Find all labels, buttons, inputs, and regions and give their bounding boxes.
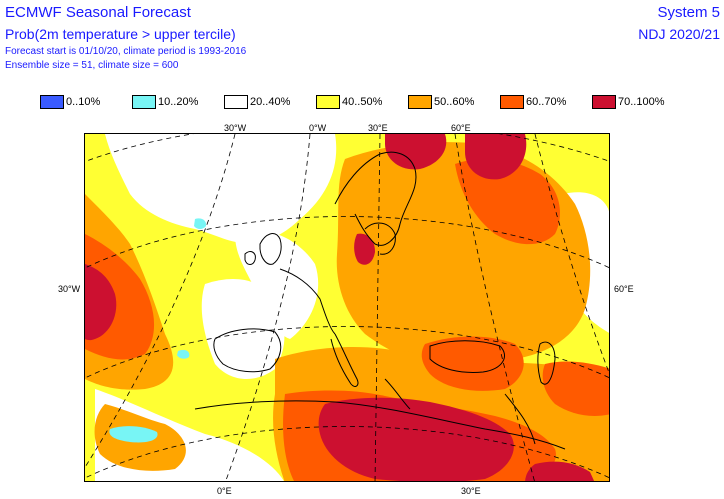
coast-italy: [330, 333, 359, 387]
region-red-northeast: [465, 134, 527, 180]
legend-item-6: 60..70%: [500, 94, 566, 110]
region-darkorange-north-europe: [455, 158, 560, 245]
region-red-west-atlantic: [85, 264, 117, 341]
page-subtitle: Prob(2m temperature > upper tercile): [5, 26, 236, 42]
axis-label-bottom-0e: 0°E: [217, 486, 232, 496]
forecast-map: [84, 133, 610, 482]
coast-europe-main: [279, 268, 336, 335]
legend-swatch-2: [132, 95, 156, 109]
forecast-info: Forecast start is 01/10/20, climate peri…: [5, 46, 247, 57]
legend-swatch-1: [40, 95, 64, 109]
coast-ireland: [244, 251, 256, 265]
legend-item-1: 0..10%: [40, 94, 100, 110]
meridian-5: [534, 134, 609, 374]
coast-middle-east: [504, 393, 536, 445]
page-title: ECMWF Seasonal Forecast: [5, 4, 191, 21]
region-red-middle-east: [525, 461, 595, 481]
region-red-mediterranean: [318, 397, 514, 481]
coast-scandinavia: [334, 151, 417, 246]
ensemble-info: Ensemble size = 51, climate size = 600: [5, 60, 179, 71]
coast-black-sea: [429, 340, 505, 373]
legend-label-3: 20..40%: [250, 96, 291, 108]
region-darkorange-east: [542, 361, 609, 416]
meridian-2: [225, 134, 311, 481]
coastlines: [194, 151, 566, 450]
axis-label-left-30w: 30°W: [58, 284, 81, 294]
coast-british-isles: [259, 233, 282, 265]
legend-label-4: 40..50%: [342, 96, 383, 108]
legend-label-1: 0..10%: [66, 96, 101, 108]
coast-iberia: [213, 328, 282, 373]
region-darkorange-black-sea: [421, 336, 524, 391]
parallel-1: [85, 134, 609, 163]
coast-aegean: [384, 378, 411, 410]
coast-baltic: [364, 222, 396, 255]
legend-label-6: 60..70%: [526, 96, 567, 108]
meridian-1: [85, 134, 236, 468]
legend-item-5: 50..60%: [408, 94, 474, 110]
axis-label-top-30w: 30°W: [224, 123, 247, 133]
season-label: NDJ 2020/21: [638, 26, 720, 42]
legend-swatch-3: [224, 95, 248, 109]
axis-label-right-60e: 60°E: [614, 284, 634, 294]
legend-item-4: 40..50%: [316, 94, 382, 110]
legend-item-7: 70..100%: [592, 94, 664, 110]
region-red-baltic: [354, 233, 375, 265]
legend-label-7: 70..100%: [618, 96, 665, 108]
legend-label-2: 10..20%: [158, 96, 199, 108]
axis-label-top-0w: 0°W: [309, 123, 327, 133]
legend-swatch-5: [408, 95, 432, 109]
coast-north-africa: [194, 400, 566, 450]
legend-swatch-7: [592, 95, 616, 109]
legend-swatch-4: [316, 95, 340, 109]
region-white-north-atlantic: [105, 134, 337, 243]
parallel-4: [85, 426, 609, 479]
legend-label-5: 50..60%: [434, 96, 475, 108]
legend: 0..10% 10..20% 20..40% 40..50% 50..60% 6…: [40, 94, 680, 112]
legend-swatch-6: [500, 95, 524, 109]
parallel-2: [85, 216, 609, 269]
region-cyan-atlantic-1: [194, 218, 207, 229]
legend-item-3: 20..40%: [224, 94, 290, 110]
region-cyan-north-africa: [109, 426, 158, 443]
axis-label-top-30e: 30°E: [368, 123, 388, 133]
axis-label-bottom-30e: 30°E: [461, 486, 481, 496]
coast-caspian: [537, 341, 556, 385]
graticule: [85, 134, 609, 481]
legend-item-2: 10..20%: [132, 94, 198, 110]
system-label: System 5: [657, 4, 720, 21]
axis-label-top-60e: 60°E: [451, 123, 471, 133]
region-cyan-atlantic-2: [177, 349, 190, 359]
meridian-3: [374, 134, 381, 481]
parallel-3: [85, 326, 609, 379]
region-red-scandinavia: [385, 134, 447, 170]
meridian-4: [454, 134, 535, 481]
